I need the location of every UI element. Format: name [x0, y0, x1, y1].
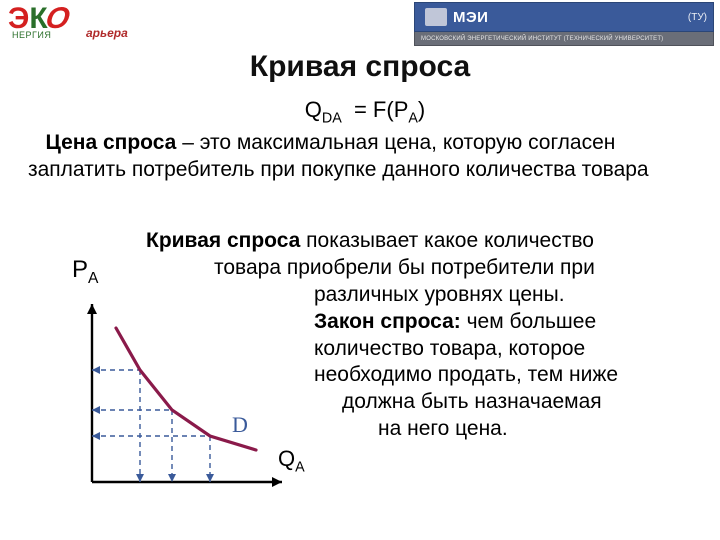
header-bar: Э К О НЕРГИЯ арьера МЭИ (ТУ) МОСКОВСКИЙ … — [0, 0, 720, 52]
para1-bold: Цена спроса — [46, 131, 177, 154]
formula-sub-a: A — [408, 110, 418, 126]
slide-title: Кривая спроса — [0, 50, 720, 84]
rt-line-4: Закон спроса: чем большее — [314, 309, 700, 336]
body-block: QDA = F(PA) Цена спроса – это максимальн… — [28, 96, 702, 183]
paragraph-1: Цена спроса – это максимальная цена, кот… — [28, 130, 702, 184]
rt-line-8: на него цена. — [378, 416, 700, 443]
rt-line-7: должна быть назначаемая — [342, 389, 700, 416]
logo-right-brand-wrap: МЭИ — [425, 8, 488, 26]
demand-chart-svg — [32, 246, 332, 506]
rt-l4-rest: чем большее — [461, 310, 596, 333]
logo-right-brand: МЭИ — [453, 9, 488, 26]
rt-line-5: количество товара, которое — [314, 336, 700, 363]
formula: QDA = F(PA) — [28, 96, 702, 128]
logo-right: МЭИ (ТУ) МОСКОВСКИЙ ЭНЕРГЕТИЧЕСКИЙ ИНСТИ… — [414, 2, 714, 48]
rt-line-6: необходимо продать, тем ниже — [314, 362, 700, 389]
logo-right-tu: (ТУ) — [688, 12, 707, 23]
rt-l4-bold: Закон спроса: — [314, 310, 461, 333]
demand-chart: PA QA D — [32, 246, 302, 506]
para1-indent — [28, 131, 46, 154]
eco-subtitle-2: арьера — [86, 26, 128, 40]
institute-icon — [425, 8, 447, 26]
logo-right-subtitle: МОСКОВСКИЙ ЭНЕРГЕТИЧЕСКИЙ ИНСТИТУТ (ТЕХН… — [414, 32, 714, 46]
logo-left: Э К О НЕРГИЯ арьера — [8, 2, 69, 40]
formula-sub-da: DA — [322, 110, 342, 126]
logo-right-blue-bar: МЭИ (ТУ) — [414, 2, 714, 32]
rt-l1-rest: показывает какое количество — [300, 229, 594, 252]
rt-line-3: различных уровнях цены. — [314, 282, 700, 309]
